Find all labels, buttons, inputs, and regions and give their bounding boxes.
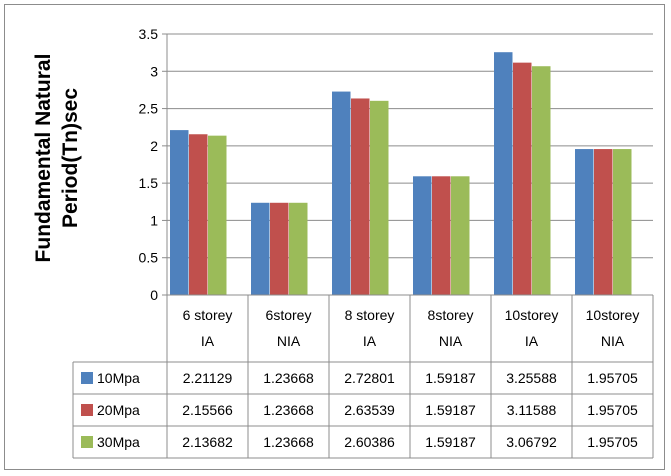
data-label: 3.06792 bbox=[506, 434, 557, 450]
bar-30Mpa-2 bbox=[370, 100, 389, 295]
data-label: 1.95705 bbox=[587, 402, 638, 418]
bar-30Mpa-0 bbox=[208, 135, 227, 295]
y-tick-label: 1 bbox=[150, 212, 158, 228]
bar-30Mpa-1 bbox=[289, 202, 308, 295]
legend-label-20Mpa: 20Mpa bbox=[97, 402, 140, 418]
data-label: 1.23668 bbox=[263, 370, 314, 386]
data-label: 2.21129 bbox=[183, 370, 233, 386]
data-label: 1.59187 bbox=[425, 370, 476, 386]
category-label: 8storey bbox=[428, 307, 474, 323]
data-table: 6 storey IA 6storey NIA 8 storey IA 8storey NIA… bbox=[72, 294, 654, 459]
legend-label-30Mpa: 30Mpa bbox=[97, 434, 140, 450]
legend-swatch-20Mpa bbox=[81, 404, 93, 416]
bars bbox=[170, 52, 632, 296]
category-label: IA bbox=[201, 333, 215, 349]
bar-20Mpa-2 bbox=[351, 98, 370, 295]
bar-20Mpa-5 bbox=[594, 149, 613, 295]
y-axis-ticks: 0 0.5 1 1.5 2 2.5 3 3.5 bbox=[139, 26, 168, 303]
category-label: NIA bbox=[439, 333, 463, 349]
data-label: 2.63539 bbox=[344, 402, 395, 418]
category-label: NIA bbox=[277, 333, 301, 349]
y-tick-label: 1.5 bbox=[139, 175, 159, 191]
bar-20Mpa-3 bbox=[432, 176, 451, 295]
bar-10Mpa-1 bbox=[251, 202, 270, 295]
category-label: NIA bbox=[601, 333, 625, 349]
category-label: 6storey bbox=[266, 307, 312, 323]
data-label: 1.59187 bbox=[425, 402, 476, 418]
category-label: IA bbox=[525, 333, 539, 349]
y-axis-label: Fundamental Natural Period(Tn)sec bbox=[32, 54, 82, 263]
data-label: 2.15566 bbox=[182, 402, 233, 418]
bar-30Mpa-4 bbox=[532, 66, 551, 295]
data-label: 1.59187 bbox=[425, 434, 476, 450]
y-axis-label-line2: Period(Tn)sec bbox=[59, 88, 82, 228]
legend-swatch-30Mpa bbox=[81, 436, 93, 448]
data-label: 2.13682 bbox=[182, 434, 233, 450]
data-label: 3.11588 bbox=[507, 402, 557, 418]
data-label: 1.95705 bbox=[587, 434, 638, 450]
y-tick-label: 3 bbox=[150, 63, 158, 79]
y-tick-label: 2 bbox=[150, 138, 158, 154]
y-tick-label: 0 bbox=[150, 287, 158, 303]
bar-10Mpa-2 bbox=[332, 91, 351, 296]
y-axis-label-line1: Fundamental Natural bbox=[32, 54, 55, 263]
bar-10Mpa-5 bbox=[575, 149, 594, 295]
category-label: 10storey bbox=[586, 307, 640, 323]
bar-10Mpa-3 bbox=[413, 176, 432, 295]
data-label: 2.72801 bbox=[344, 370, 395, 386]
y-tick-label: 0.5 bbox=[139, 250, 159, 266]
bar-20Mpa-1 bbox=[270, 202, 289, 295]
data-label: 2.60386 bbox=[344, 434, 395, 450]
legend-swatch-10Mpa bbox=[81, 372, 93, 384]
bar-10Mpa-0 bbox=[170, 130, 189, 295]
category-label: 10storey bbox=[505, 307, 559, 323]
data-label: 1.23668 bbox=[263, 434, 314, 450]
data-label: 1.95705 bbox=[587, 370, 638, 386]
bar-30Mpa-3 bbox=[451, 176, 470, 295]
category-label: IA bbox=[363, 333, 377, 349]
legend-label-10Mpa: 10Mpa bbox=[97, 370, 140, 386]
category-label: 6 storey bbox=[183, 307, 233, 323]
bar-10Mpa-4 bbox=[494, 52, 513, 295]
category-label: 8 storey bbox=[345, 307, 395, 323]
data-label: 1.23668 bbox=[263, 402, 314, 418]
data-label: 3.25588 bbox=[506, 370, 557, 386]
bar-20Mpa-0 bbox=[189, 134, 208, 295]
y-tick-label: 3.5 bbox=[139, 26, 159, 42]
y-tick-label: 2.5 bbox=[139, 101, 159, 117]
bar-30Mpa-5 bbox=[613, 149, 632, 295]
bar-20Mpa-4 bbox=[513, 62, 532, 295]
